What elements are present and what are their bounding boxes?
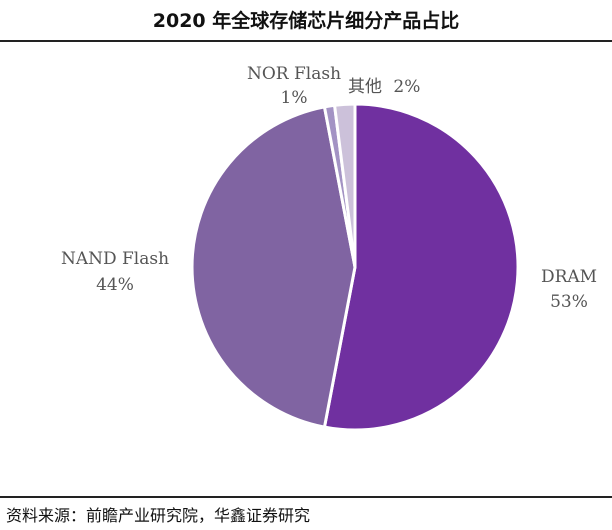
label-nand-flash: NAND Flash [61, 249, 169, 269]
pie-slice-dram [322, 102, 520, 432]
label-dram: DRAM [541, 267, 597, 287]
bottom-rule [0, 496, 612, 498]
source-note: 资料来源：前瞻产业研究院，华鑫证券研究 [6, 506, 311, 525]
pie-slice-其他 [333, 102, 357, 269]
value-nand-flash: 44% [96, 275, 134, 295]
top-rule [0, 40, 612, 42]
label-nor-flash: NOR Flash [247, 64, 341, 84]
value-other: 2% [393, 77, 420, 97]
pie-slice-nand-flash [190, 105, 357, 429]
label-other-name: 其他 [348, 77, 382, 97]
value-dram: 53% [550, 292, 588, 312]
value-nor-flash: 1% [281, 88, 308, 108]
pie-slices [190, 102, 520, 432]
chart-title: 2020 年全球存储芯片细分产品占比 [152, 10, 460, 32]
label-other: 其他 2% [348, 77, 420, 97]
